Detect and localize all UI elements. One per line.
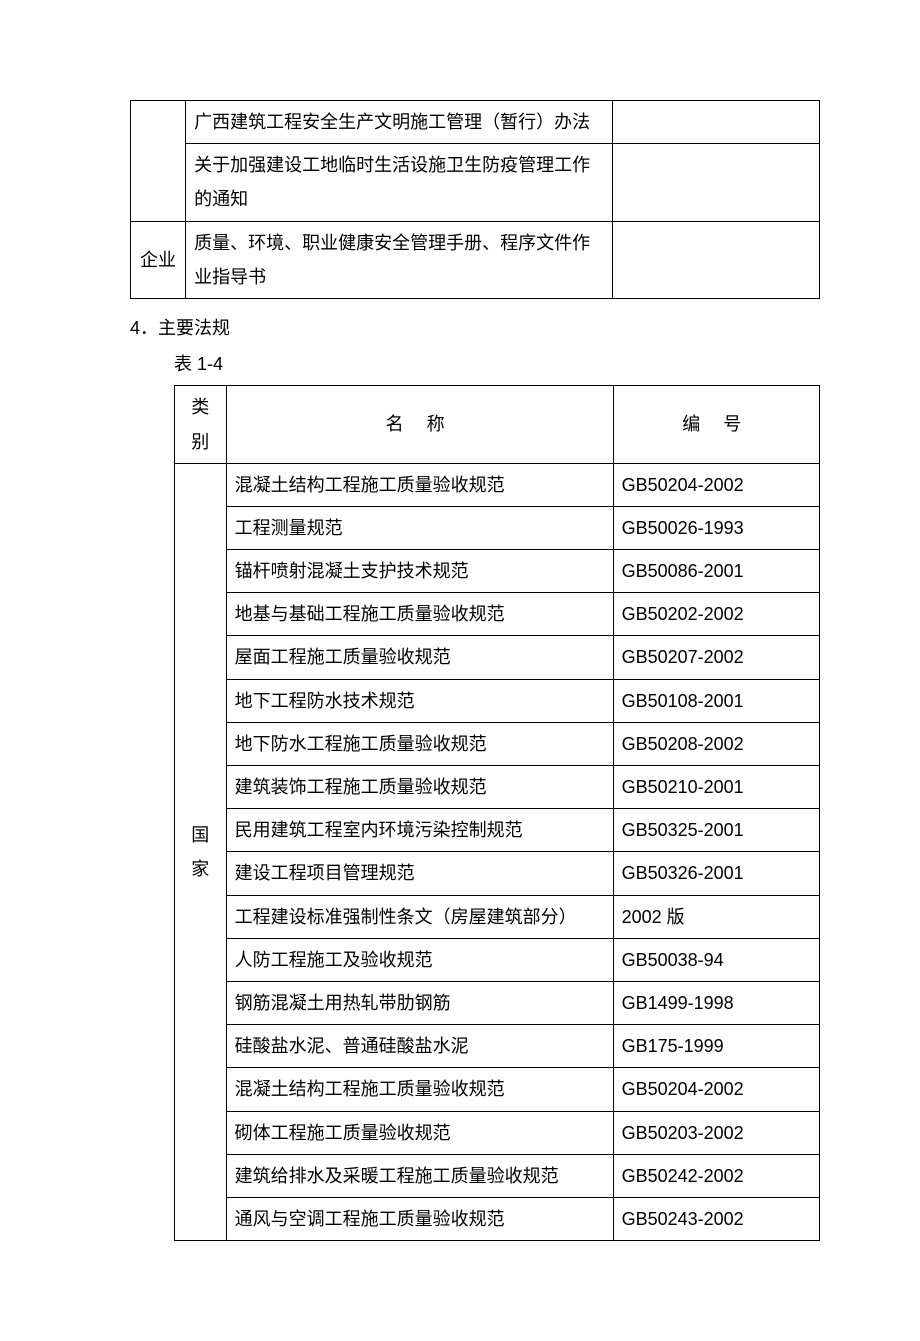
header-category: 类别 (175, 386, 227, 463)
cell-name: 工程建设标准强制性条文（房屋建筑部分） (226, 895, 613, 938)
table-row: 硅酸盐水泥、普通硅酸盐水泥GB175-1999 (175, 1025, 820, 1068)
cell-code: GB50108-2001 (613, 679, 819, 722)
table-header-row: 类别 名 称 编 号 (175, 386, 820, 463)
regulations-table-main: 类别 名 称 编 号 国家混凝土结构工程施工质量验收规范GB50204-2002… (174, 385, 820, 1241)
cell-name: 地下防水工程施工质量验收规范 (226, 722, 613, 765)
cell-code: GB50204-2002 (613, 463, 819, 506)
section-heading: 4．主要法规 (130, 311, 820, 345)
cell-name: 建设工程项目管理规范 (226, 852, 613, 895)
cell-name: 混凝土结构工程施工质量验收规范 (226, 463, 613, 506)
table-row: 关于加强建设工地临时生活设施卫生防疫管理工作的通知 (131, 144, 820, 221)
table-row: 人防工程施工及验收规范GB50038-94 (175, 938, 820, 981)
cell-name: 建筑装饰工程施工质量验收规范 (226, 766, 613, 809)
cell-category: 企业 (131, 221, 186, 298)
cell-name: 地下工程防水技术规范 (226, 679, 613, 722)
cell-name: 民用建筑工程室内环境污染控制规范 (226, 809, 613, 852)
cell-code: GB50026-1993 (613, 506, 819, 549)
cell-name: 广西建筑工程安全生产文明施工管理（暂行）办法 (186, 101, 613, 144)
regulations-table-top: 广西建筑工程安全生产文明施工管理（暂行）办法关于加强建设工地临时生活设施卫生防疫… (130, 100, 820, 299)
table-row: 民用建筑工程室内环境污染控制规范GB50325-2001 (175, 809, 820, 852)
header-code: 编 号 (613, 386, 819, 463)
cell-code: GB50243-2002 (613, 1197, 819, 1240)
cell-name: 硅酸盐水泥、普通硅酸盐水泥 (226, 1025, 613, 1068)
cell-code: GB50038-94 (613, 938, 819, 981)
cell-code: GB50325-2001 (613, 809, 819, 852)
cell-code: GB50242-2002 (613, 1154, 819, 1197)
cell-name: 工程测量规范 (226, 506, 613, 549)
table-row: 工程测量规范GB50026-1993 (175, 506, 820, 549)
cell-code: GB50086-2001 (613, 550, 819, 593)
cell-code: GB1499-1998 (613, 981, 819, 1024)
table-row: 屋面工程施工质量验收规范GB50207-2002 (175, 636, 820, 679)
table-row: 地下工程防水技术规范GB50108-2001 (175, 679, 820, 722)
table-row: 建筑装饰工程施工质量验收规范GB50210-2001 (175, 766, 820, 809)
table-row: 地基与基础工程施工质量验收规范GB50202-2002 (175, 593, 820, 636)
table-row: 广西建筑工程安全生产文明施工管理（暂行）办法 (131, 101, 820, 144)
cell-category (131, 101, 186, 222)
cell-code: GB50207-2002 (613, 636, 819, 679)
table-row: 工程建设标准强制性条文（房屋建筑部分）2002 版 (175, 895, 820, 938)
table-row: 钢筋混凝土用热轧带肋钢筋GB1499-1998 (175, 981, 820, 1024)
table-row: 混凝土结构工程施工质量验收规范GB50204-2002 (175, 1068, 820, 1111)
table-row: 砌体工程施工质量验收规范GB50203-2002 (175, 1111, 820, 1154)
cell-name: 砌体工程施工质量验收规范 (226, 1111, 613, 1154)
cell-code: GB50202-2002 (613, 593, 819, 636)
cell-code: GB175-1999 (613, 1025, 819, 1068)
table-row: 建设工程项目管理规范GB50326-2001 (175, 852, 820, 895)
cell-code (613, 144, 820, 221)
table-row: 锚杆喷射混凝土支护技术规范GB50086-2001 (175, 550, 820, 593)
cell-name: 屋面工程施工质量验收规范 (226, 636, 613, 679)
cell-code: GB50208-2002 (613, 722, 819, 765)
table-row: 建筑给排水及采暖工程施工质量验收规范GB50242-2002 (175, 1154, 820, 1197)
cell-name: 通风与空调工程施工质量验收规范 (226, 1197, 613, 1240)
cell-code: GB50203-2002 (613, 1111, 819, 1154)
cell-code: GB50210-2001 (613, 766, 819, 809)
table-row: 通风与空调工程施工质量验收规范GB50243-2002 (175, 1197, 820, 1240)
cell-name: 质量、环境、职业健康安全管理手册、程序文件作业指导书 (186, 221, 613, 298)
cell-name: 锚杆喷射混凝土支护技术规范 (226, 550, 613, 593)
table-row: 地下防水工程施工质量验收规范GB50208-2002 (175, 722, 820, 765)
table-row: 国家混凝土结构工程施工质量验收规范GB50204-2002 (175, 463, 820, 506)
cell-name: 关于加强建设工地临时生活设施卫生防疫管理工作的通知 (186, 144, 613, 221)
cell-name: 地基与基础工程施工质量验收规范 (226, 593, 613, 636)
cell-name: 钢筋混凝土用热轧带肋钢筋 (226, 981, 613, 1024)
cell-code (613, 221, 820, 298)
cell-name: 混凝土结构工程施工质量验收规范 (226, 1068, 613, 1111)
header-name: 名 称 (226, 386, 613, 463)
table-label: 表 1-4 (174, 347, 820, 381)
cell-code: GB50326-2001 (613, 852, 819, 895)
table-row: 企业质量、环境、职业健康安全管理手册、程序文件作业指导书 (131, 221, 820, 298)
cell-code: GB50204-2002 (613, 1068, 819, 1111)
cell-code: 2002 版 (613, 895, 819, 938)
cell-name: 人防工程施工及验收规范 (226, 938, 613, 981)
cell-code (613, 101, 820, 144)
cell-category: 国家 (175, 463, 227, 1240)
cell-name: 建筑给排水及采暖工程施工质量验收规范 (226, 1154, 613, 1197)
